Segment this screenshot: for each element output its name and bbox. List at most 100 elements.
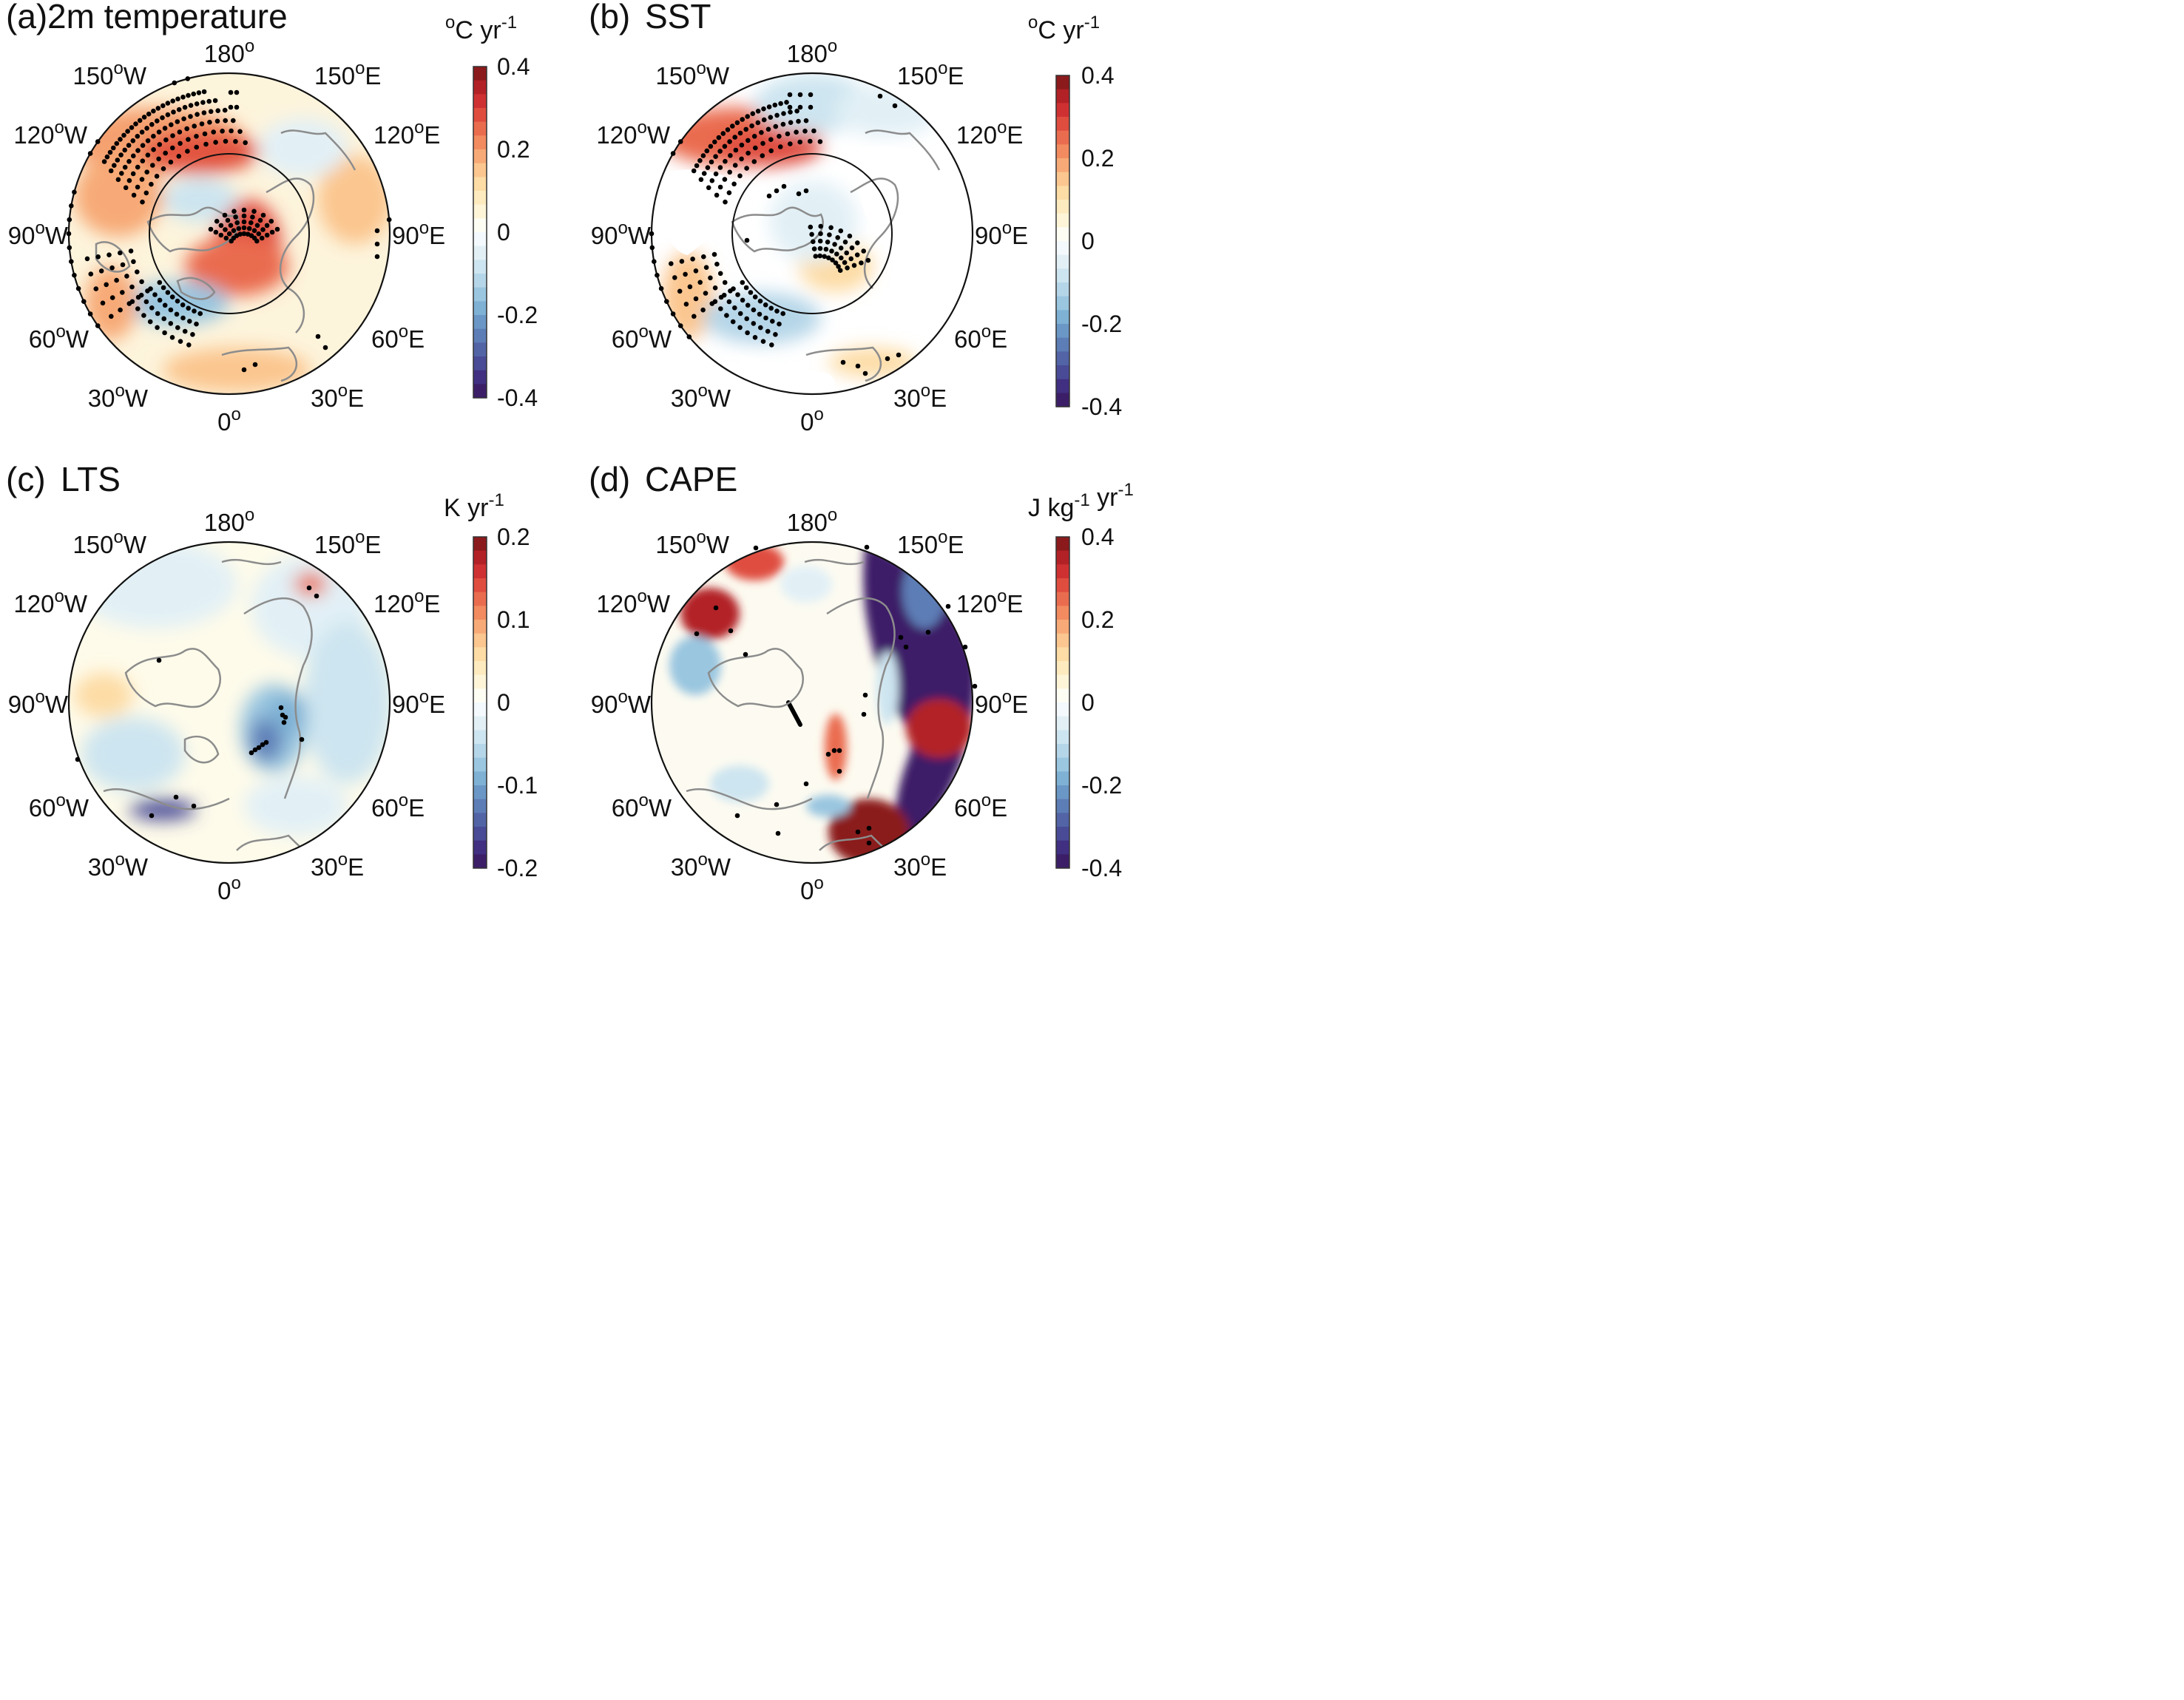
significance-dot (306, 585, 312, 591)
significance-dot (214, 218, 220, 224)
colorbar-swatch (473, 232, 487, 247)
significance-dot (737, 325, 743, 331)
panel-d-lon-60E: 60oE (954, 790, 1007, 822)
significance-dot (808, 92, 814, 98)
significance-dot (175, 119, 180, 124)
colorbar-swatch (473, 328, 487, 343)
significance-dot (195, 112, 200, 117)
significance-dot (149, 181, 154, 187)
significance-dot (118, 307, 123, 313)
significance-dot (185, 76, 191, 81)
panel-a-cbtick-3: -0.2 (497, 302, 538, 328)
significance-dot (67, 245, 72, 251)
significance-dot (161, 316, 166, 322)
significance-dot (170, 133, 175, 138)
significance-dot (182, 104, 188, 110)
significance-dot (151, 108, 156, 114)
significance-dot (725, 127, 731, 132)
significance-dot (709, 159, 714, 165)
significance-dot (149, 122, 155, 127)
significance-dot (118, 250, 123, 256)
significance-dot (670, 311, 676, 316)
significance-dot (740, 117, 745, 122)
significance-dot (712, 285, 718, 291)
significance-dot (122, 164, 128, 170)
significance-dot (774, 188, 780, 194)
panel-c-lon-60W: 60oW (29, 790, 89, 822)
colorbar-swatch (473, 716, 487, 731)
significance-dot (162, 302, 168, 308)
significance-dot (737, 130, 743, 136)
panel-d-lon-30W: 30oW (671, 850, 731, 881)
significance-dot (251, 228, 257, 234)
panel-a-title: (a) (6, 0, 47, 35)
significance-dot (763, 315, 768, 321)
significance-dot (208, 109, 214, 115)
significance-dot (194, 134, 199, 139)
significance-dot (155, 106, 161, 111)
significance-dot (120, 290, 125, 295)
significance-dot (186, 92, 191, 98)
significance-dot (808, 104, 814, 110)
colorbar-swatch (1056, 337, 1069, 352)
significance-dot (713, 171, 719, 177)
significance-dot (168, 321, 174, 326)
panel-a-coastlines (95, 129, 356, 382)
significance-dot (757, 311, 763, 317)
significance-dot (173, 794, 179, 800)
significance-dot (264, 223, 270, 228)
panel-d-lon-0: 0o (800, 873, 824, 904)
significance-dot (140, 158, 146, 163)
significance-dot (698, 177, 704, 183)
significance-dot (126, 301, 132, 306)
significance-dot (686, 334, 692, 339)
significance-dot (169, 122, 174, 127)
significance-dot (859, 260, 864, 265)
significance-dot (885, 356, 890, 362)
significance-dot (803, 781, 809, 787)
significance-dot (712, 139, 717, 145)
significance-dot (145, 152, 151, 158)
panel-b-cbtick-3: -0.2 (1081, 311, 1122, 337)
significance-dot (135, 184, 141, 190)
significance-dot (146, 111, 152, 117)
significance-dot (176, 106, 182, 112)
panel-c-colorbar-gradient (473, 537, 487, 869)
significance-dot (226, 231, 232, 237)
colorbar-swatch (1056, 647, 1069, 662)
panel-d-lon-150W: 150oW (655, 527, 729, 558)
colorbar-swatch (1056, 592, 1069, 606)
significance-dot (95, 254, 101, 260)
panel-a-lon-90E: 90oE (392, 218, 445, 249)
significance-dot (194, 101, 200, 106)
significance-dot (838, 245, 844, 251)
significance-dot (746, 150, 751, 156)
significance-dot (716, 135, 722, 140)
significance-dot (186, 137, 191, 142)
significance-dot (740, 280, 746, 285)
panel-a-lon-150W: 150oW (72, 58, 146, 89)
colorbar-swatch (1056, 186, 1069, 200)
significance-dot (861, 248, 866, 254)
significance-dot (135, 306, 141, 311)
panel-d-colorbar: J kg-1 yr-1 0.4 0.2 0 -0.2 -0.4 (1028, 480, 1134, 881)
significance-dot (141, 115, 147, 120)
significance-dot (844, 250, 849, 256)
significance-dot (896, 352, 902, 358)
panel-d-lon-150E: 150oE (897, 527, 964, 558)
panel-a-lon-120W: 120oW (13, 118, 87, 149)
significance-dot (817, 238, 823, 244)
significance-dot (214, 118, 220, 124)
significance-dot (817, 139, 823, 144)
significance-dot (765, 126, 771, 132)
colorbar-swatch (1056, 702, 1069, 717)
significance-dot (176, 154, 182, 159)
colorbar-swatch (473, 578, 487, 593)
colorbar-swatch (473, 702, 487, 717)
significance-dot (143, 299, 149, 305)
significance-dot (701, 254, 706, 260)
significance-dot (780, 311, 785, 316)
significance-dot (735, 292, 740, 297)
colorbar-swatch (473, 191, 487, 206)
significance-dot (175, 325, 180, 331)
